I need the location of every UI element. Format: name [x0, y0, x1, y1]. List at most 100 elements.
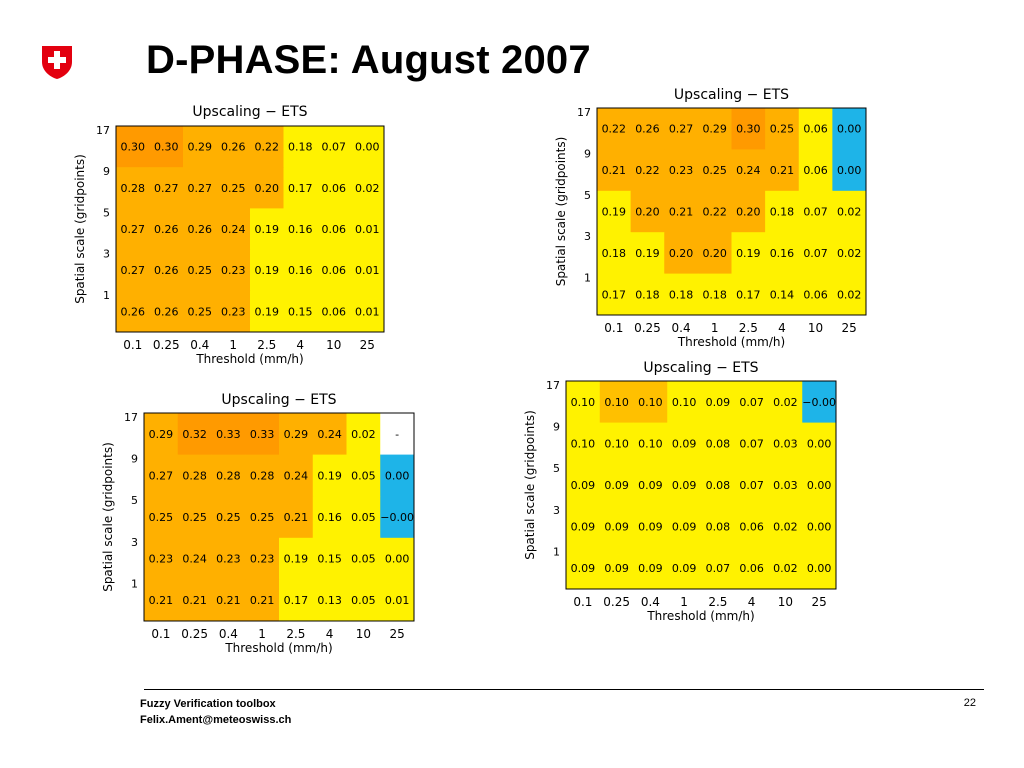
cell-value-label: 0.02: [355, 182, 380, 195]
cell-value-label: 0.22: [602, 123, 627, 136]
heatmap-cell: [116, 126, 150, 168]
heatmap-cell: [664, 149, 699, 192]
heatmap-cell: [317, 249, 351, 292]
cell-value-label: 0.16: [770, 247, 795, 260]
cell-value-label: 0.00: [385, 553, 410, 566]
heatmap-cell: [346, 496, 381, 539]
chart-title: Upscaling − ETS: [643, 360, 758, 376]
heatmap-cell: [350, 208, 385, 251]
heatmap-cell: [312, 537, 347, 580]
heatmap-cell: [667, 505, 702, 548]
heatmap-cell: [731, 108, 766, 150]
cell-value-label: 0.09: [571, 479, 596, 492]
heatmap-cell: [630, 190, 665, 233]
cell-value-label: 0.15: [317, 553, 342, 566]
heatmap-cell: [211, 454, 246, 497]
heatmap-cell: [630, 232, 665, 275]
heatmap-cell: [697, 149, 732, 192]
cell-value-label: 0.07: [803, 247, 828, 260]
heatmap-cell: [317, 167, 351, 209]
cell-value-label: 0.14: [770, 288, 795, 301]
heatmap-cell: [283, 208, 318, 251]
chart-title: Upscaling − ETS: [674, 87, 789, 103]
x-tick-label: 1: [711, 321, 719, 335]
cell-value-label: 0.32: [182, 428, 207, 441]
cell-value-label: 0.02: [837, 206, 862, 219]
cell-value-label: 0.30: [736, 123, 761, 136]
y-tick-label: 1: [103, 289, 110, 302]
cell-value-label: 0.25: [182, 511, 207, 524]
heatmap-cell: [765, 108, 800, 150]
heatmap-cell: [768, 505, 803, 548]
heatmap-cell: [731, 232, 766, 275]
x-tick-label: 10: [808, 321, 823, 335]
cell-value-label: 0.06: [322, 264, 347, 277]
cell-value-label: 0.00: [837, 123, 862, 136]
heatmap-cell: [116, 167, 150, 209]
cell-value-label: 0.23: [669, 164, 694, 177]
heatmap-cell: [664, 190, 699, 233]
heatmap-cell: [350, 167, 385, 209]
heatmap-cell: [734, 381, 769, 424]
heatmap-cell: [216, 290, 251, 333]
heatmap-cell: [630, 149, 665, 192]
cell-value-label: 0.21: [602, 164, 627, 177]
heatmap-cell: [734, 547, 769, 590]
chart-title: Upscaling − ETS: [192, 104, 307, 120]
cell-value-label: 0.33: [250, 428, 275, 441]
heatmap-cell: [211, 537, 246, 580]
cell-value-label: 0.05: [351, 469, 376, 482]
heatmap-cell: [250, 208, 284, 251]
cell-value-label: 0.27: [149, 469, 174, 482]
cell-value-label: 0.19: [284, 553, 309, 566]
y-tick-label: 3: [553, 504, 560, 517]
heatmap-cell: [380, 454, 415, 497]
cell-value-label: 0.29: [702, 123, 727, 136]
cell-value-label: 0.26: [154, 305, 179, 318]
cell-value-label: 0.01: [355, 305, 380, 318]
x-tick-label: 0.4: [219, 627, 238, 641]
heatmap-cell: [701, 422, 736, 465]
y-tick-label: 17: [96, 124, 110, 137]
cell-value-label: 0.01: [355, 223, 380, 236]
x-tick-label: 25: [811, 595, 826, 609]
cell-value-label: 0.17: [736, 288, 761, 301]
cell-value-label: −0.00: [802, 396, 836, 409]
heatmap-cell: [380, 537, 415, 580]
x-tick-label: 4: [778, 321, 786, 335]
y-tick-label: 17: [546, 379, 560, 392]
cell-value-label: 0.02: [773, 396, 798, 409]
y-tick-label: 17: [124, 411, 138, 424]
cell-value-label: 0.22: [255, 141, 280, 154]
heatmap-cell: [250, 126, 284, 168]
heatmap-cell: [768, 547, 803, 590]
y-tick-label: 5: [103, 206, 110, 219]
cell-value-label: 0.21: [284, 511, 309, 524]
cell-value-label: 0.15: [288, 305, 313, 318]
heatmap-cell: [597, 149, 632, 192]
cell-value-label: 0.30: [154, 141, 179, 154]
cell-value-label: 0.29: [149, 428, 174, 441]
cell-value-label: 0.09: [604, 479, 629, 492]
heatmap-cell: [216, 208, 251, 251]
cell-value-label: 0.26: [188, 223, 213, 236]
heatmap-cell: [283, 249, 318, 292]
cell-value-label: 0.07: [322, 141, 347, 154]
heatmap-cell: [566, 505, 601, 548]
cell-value-label: 0.20: [669, 247, 694, 260]
heatmap-cell: [566, 547, 601, 590]
cell-value-label: 0.22: [635, 164, 660, 177]
heatmap-cell: [312, 579, 347, 622]
heatmap-cell: [697, 232, 732, 275]
heatmap-cell: [283, 126, 318, 168]
heatmap-cell: [597, 232, 632, 275]
cell-value-label: 0.18: [770, 206, 795, 219]
heatmap-cell: [768, 422, 803, 465]
heatmap-cell: [633, 505, 668, 548]
heatmap-cell: [144, 496, 179, 539]
footer: Fuzzy Verification toolbox Felix.Ament@m…: [140, 696, 291, 728]
heatmap-cell: [380, 579, 415, 622]
cell-value-label: 0.19: [602, 206, 627, 219]
